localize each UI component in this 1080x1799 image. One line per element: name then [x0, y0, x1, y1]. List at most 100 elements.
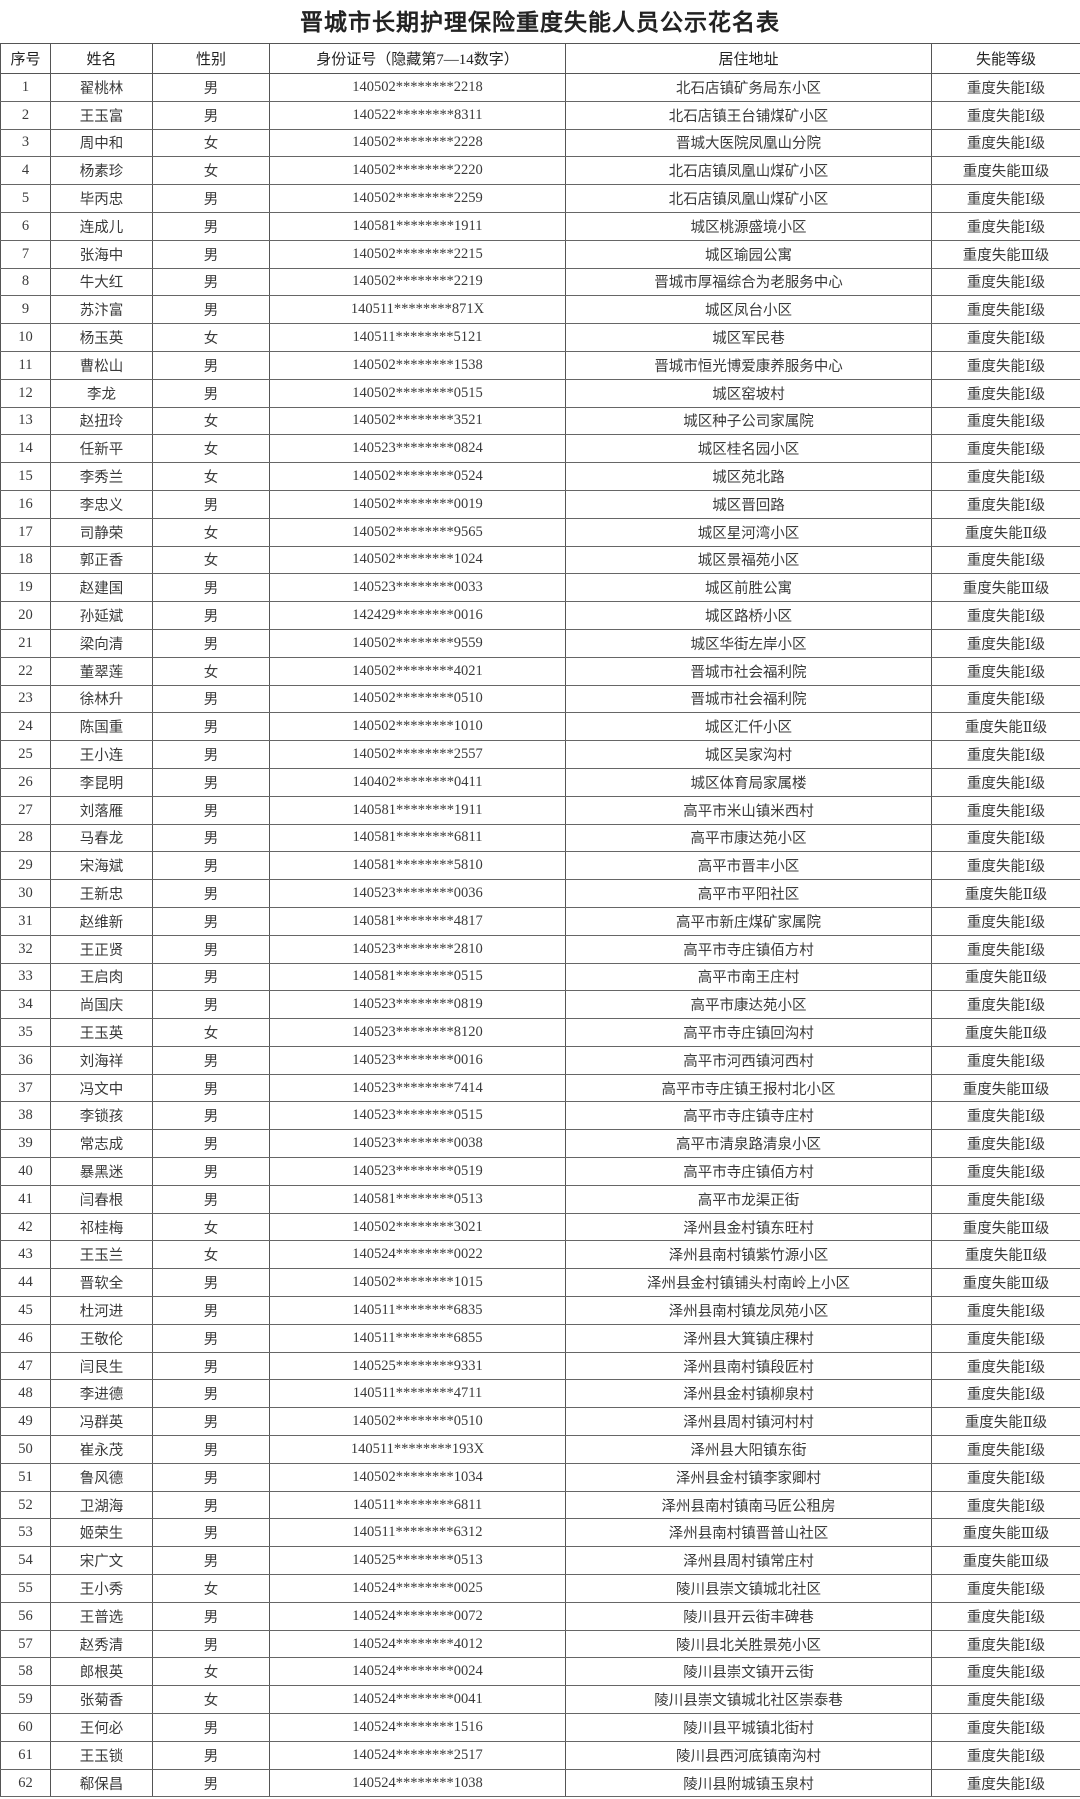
cell-gender: 男: [152, 879, 270, 908]
cell-name: 闫艮生: [50, 1351, 153, 1381]
table-row: 47 闫艮生男 140525********9331 泽州县南村镇段匠村 重度失能Ⅰ级: [0, 1351, 1080, 1381]
cell-level: 重度失能Ⅰ级: [931, 1323, 1080, 1353]
cell-address: 北石店镇凤凰山煤矿小区: [565, 184, 932, 213]
cell-id: 140525********9331: [269, 1351, 566, 1381]
cell-index: 10: [0, 323, 51, 352]
cell-gender: 女: [152, 1212, 270, 1242]
table-row: 3 周中和女 140502********2228 晋城大医院凤凰山分院 重度失能Ⅰ级: [0, 128, 1080, 158]
cell-id: 140502********9559: [269, 628, 566, 658]
cell-id: 140524********0025: [269, 1574, 566, 1603]
cell-level: 重度失能Ⅰ级: [931, 684, 1080, 714]
cell-index: 14: [0, 434, 51, 464]
cell-address: 城区华街左岸小区: [565, 628, 932, 658]
cell-id: 140502********2259: [269, 184, 566, 213]
cell-address: 高平市南王庄村: [565, 962, 932, 992]
cell-level: 重度失能Ⅰ级: [931, 601, 1080, 630]
table-row: 24 陈国重男 140502********1010 城区汇仟小区 重度失能Ⅱ级: [0, 712, 1080, 742]
cell-gender: 女: [152, 434, 270, 464]
cell-level: 重度失能Ⅰ级: [931, 740, 1080, 769]
table-row: 17 司静荣女 140502********9565 城区星河湾小区 重度失能Ⅱ级: [0, 517, 1080, 547]
table-row: 60 王何必男 140524********1516 陵川县平城镇北街村 重度失能Ⅰ级: [0, 1713, 1080, 1742]
cell-address: 高平市寺庄镇佰方村: [565, 1157, 932, 1186]
cell-index: 30: [0, 879, 51, 908]
cell-id: 140502********1010: [269, 712, 566, 742]
table-row: 16 李忠义男 140502********0019 城区晋回路 重度失能Ⅰ级: [0, 489, 1080, 519]
cell-address: 陵川县平城镇北街村: [565, 1713, 932, 1742]
cell-index: 42: [0, 1212, 51, 1242]
cell-name: 王玉英: [50, 1018, 153, 1047]
cell-id: 140502********2219: [269, 267, 566, 297]
cell-name: 任新平: [50, 434, 153, 464]
cell-name: 杜河进: [50, 1296, 153, 1325]
cell-id: 140524********0024: [269, 1657, 566, 1687]
cell-index: 9: [0, 295, 51, 325]
cell-level: 重度失能Ⅰ级: [931, 323, 1080, 352]
table-row: 50 崔永茂男 140511********193X 泽州县大阳镇东街 重度失能Ⅰ级: [0, 1435, 1080, 1464]
cell-gender: 男: [152, 851, 270, 881]
cell-id: 140502********0524: [269, 462, 566, 491]
cell-id: 140524********1516: [269, 1713, 566, 1742]
cell-name: 晋软全: [50, 1268, 153, 1298]
table-row: 31 赵维新男 140581********4817 高平市新庄煤矿家属院 重度失能Ⅰ级: [0, 906, 1080, 936]
table-row: 15 李秀兰女 140502********0524 城区苑北路 重度失能Ⅰ级: [0, 462, 1080, 491]
cell-level: 重度失能Ⅰ级: [931, 73, 1080, 102]
cell-id: 140581********4817: [269, 906, 566, 936]
col-header-level: 失能等级: [931, 43, 1080, 74]
cell-level: 重度失能Ⅱ级: [931, 879, 1080, 908]
table-row: 13 赵扭玲女 140502********3521 城区种子公司家属院 重度失能Ⅰ级: [0, 406, 1080, 436]
cell-address: 陵川县开云街丰碑巷: [565, 1601, 932, 1631]
cell-level: 重度失能Ⅰ级: [931, 378, 1080, 408]
cell-level: 重度失能Ⅰ级: [931, 1490, 1080, 1520]
cell-id: 140524********0022: [269, 1240, 566, 1270]
cell-address: 城区窑坡村: [565, 378, 932, 408]
table-row: 36 刘海祥男 140523********0016 高平市河西镇河西村 重度失能Ⅰ级: [0, 1045, 1080, 1075]
cell-index: 49: [0, 1407, 51, 1437]
cell-name: 翟桃林: [50, 73, 153, 102]
cell-name: 郎根英: [50, 1657, 153, 1687]
cell-name: 冯文中: [50, 1073, 153, 1103]
cell-id: 140523********0819: [269, 990, 566, 1020]
cell-gender: 男: [152, 1407, 270, 1437]
cell-address: 城区军民巷: [565, 323, 932, 352]
cell-gender: 男: [152, 1518, 270, 1548]
cell-gender: 男: [152, 1045, 270, 1075]
cell-level: 重度失能Ⅰ级: [931, 934, 1080, 964]
cell-address: 泽州县南村镇晋普山社区: [565, 1518, 932, 1548]
cell-id: 140502********3021: [269, 1212, 566, 1242]
table-row: 57 赵秀清男 140524********4012 陵川县北关胜景苑小区 重度失能Ⅰ级: [0, 1629, 1080, 1659]
table-row: 46 王敬伦男 140511********6855 泽州县大箕镇庄稞村 重度失能Ⅰ级: [0, 1323, 1080, 1353]
cell-name: 李秀兰: [50, 462, 153, 491]
cell-index: 24: [0, 712, 51, 742]
cell-index: 35: [0, 1018, 51, 1047]
cell-gender: 男: [152, 295, 270, 325]
cell-gender: 男: [152, 73, 270, 102]
cell-level: 重度失能Ⅰ级: [931, 1351, 1080, 1381]
cell-gender: 男: [152, 1184, 270, 1214]
cell-level: 重度失能Ⅰ级: [931, 184, 1080, 213]
cell-name: 李锁孩: [50, 1101, 153, 1131]
cell-level: 重度失能Ⅰ级: [931, 628, 1080, 658]
cell-gender: 男: [152, 906, 270, 936]
cell-name: 曹松山: [50, 350, 153, 380]
table-row: 52 卫湖海男 140511********6811 泽州县南村镇南马匠公租房 重度失能…: [0, 1490, 1080, 1520]
cell-index: 47: [0, 1351, 51, 1381]
cell-id: 140502********0515: [269, 378, 566, 408]
cell-level: 重度失能Ⅰ级: [931, 350, 1080, 380]
cell-id: 140581********0515: [269, 962, 566, 992]
cell-address: 城区凤台小区: [565, 295, 932, 325]
cell-level: 重度失能Ⅱ级: [931, 1018, 1080, 1047]
cell-address: 高平市龙渠正街: [565, 1184, 932, 1214]
cell-name: 王普选: [50, 1601, 153, 1631]
cell-gender: 男: [152, 184, 270, 213]
cell-address: 陵川县附城镇玉泉村: [565, 1768, 932, 1798]
cell-name: 杨素珍: [50, 156, 153, 186]
cell-address: 高平市米山镇米西村: [565, 795, 932, 825]
cell-name: 毕丙忠: [50, 184, 153, 213]
cell-name: 王正贤: [50, 934, 153, 964]
cell-name: 郗保昌: [50, 1768, 153, 1798]
cell-id: 140511********6811: [269, 1490, 566, 1520]
cell-gender: 男: [152, 1296, 270, 1325]
table-body: 1 翟桃林男 140502********2218 北石店镇矿务局东小区 重度失能Ⅰ级 2…: [0, 73, 1080, 1798]
cell-gender: 男: [152, 823, 270, 853]
cell-name: 崔永茂: [50, 1435, 153, 1464]
